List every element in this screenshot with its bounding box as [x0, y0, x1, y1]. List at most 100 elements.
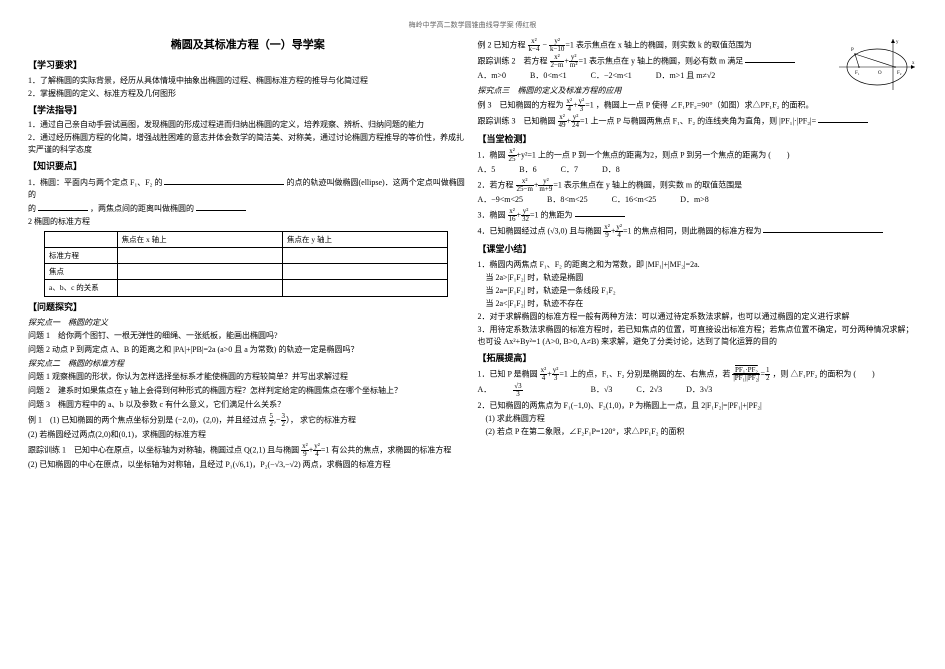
- table-row: 焦点: [45, 264, 448, 280]
- frac-q2a: x²25−m: [516, 178, 534, 193]
- page-header: 梅岭中学高二数学圆锥曲线导学案 傅红根: [28, 20, 917, 31]
- text: 上的点，F₁、F₂ 分别是椭圆的左、右焦点，若: [570, 369, 730, 378]
- text: 3．椭圆: [478, 210, 506, 219]
- ext-2: 2．已知椭圆的两焦点为 F₁(−1,0)、F₂(1,0)，P 为椭圆上一点，且 …: [478, 400, 918, 412]
- text: ，则 △F₁PF₂ 的面积为 ( ): [772, 369, 874, 378]
- text: 求它的标准方程: [300, 415, 356, 424]
- text: 的焦距为: [541, 210, 573, 219]
- frac-q3a: x²16: [508, 208, 517, 223]
- test-q3: 3．椭圆 x²16+y²32=1 的焦距为: [478, 208, 918, 223]
- explore-2-title: 探究点二 椭圆的标准方程: [28, 358, 468, 370]
- blank-sum: [164, 176, 284, 185]
- text: 4．已知椭圆经过点 (√3,0) 且与椭圆: [478, 226, 602, 235]
- text: 有公共的焦点，求椭圆的标准方程: [331, 445, 451, 454]
- frac-half: 12: [765, 367, 771, 382]
- section-method: 学法指导: [28, 104, 468, 118]
- opt-b: B．0<m<1: [530, 70, 567, 82]
- frac-ex2b: y²k−10: [549, 38, 565, 53]
- test-q1: 1．椭圆 x²25+y²=1 上的一点 P 到一个焦点的距离为2，则点 P 到另…: [478, 148, 918, 163]
- opt-d: D．8: [602, 164, 620, 176]
- blank-q4: [763, 224, 883, 233]
- example-1: 例 1 (1) 已知椭圆的两个焦点坐标分别是 (−2,0)，(2,0)，并且经过…: [28, 413, 468, 428]
- ext-2-1: (1) 求此椭圆方程: [478, 413, 918, 425]
- table-row: a、b、c 的关系: [45, 280, 448, 296]
- opt-a: A．√33: [478, 383, 567, 398]
- opt-c: C．7: [561, 164, 578, 176]
- section-explore: 问题探究: [28, 301, 468, 315]
- opt-a: A．m>0: [478, 70, 507, 82]
- explore-1-title: 探究点一 椭圆的定义: [28, 317, 468, 329]
- frac-q2b: y²m+9: [538, 178, 553, 193]
- frac-ex2a: x²k−4: [528, 38, 541, 53]
- section-summary: 课堂小结: [478, 243, 918, 257]
- opt-a: A．−9<m<25: [478, 194, 524, 206]
- two-column-layout: 椭圆及其标准方程（一）导学案 学习要求 1．了解椭圆的实际背景，经历从具体情境中…: [28, 37, 917, 473]
- summary-2: 2．对于求解椭圆的标准方程一般有两种方法：可以通过待定系数法求解，也可以通过椭圆…: [478, 311, 918, 323]
- knowledge-1: 1．椭圆：平面内与两个定点 F₁、F₂ 的 的点的轨迹叫做椭圆(ellipse)…: [28, 176, 468, 201]
- text: 表示焦点在 x 轴上的椭圆，则实数 k 的取值范围为: [576, 40, 752, 49]
- example-1-2: (2) 若椭圆经过两点(2,0)和(0,1)，求椭圆的标准方程: [28, 429, 468, 441]
- text: 的: [28, 204, 36, 213]
- text: ，椭圆上一点 P 使得 ∠F₁PF₂=90°（如图）求△PF₁F₂ 的面积。: [596, 100, 814, 109]
- ext-1: 1．已知 P 是椭圆 x²4+y²3=1 上的点，F₁、F₂ 分别是椭圆的左、右…: [478, 367, 918, 382]
- example-3: 例 3 已知椭圆的方程为 x²4+y²3=1 ，椭圆上一点 P 使得 ∠F₁PF…: [478, 98, 918, 113]
- doc-title: 椭圆及其标准方程（一）导学案: [28, 37, 468, 54]
- table-row: 焦点在 x 轴上 焦点在 y 轴上: [45, 231, 448, 247]
- req-2: 2．掌握椭圆的定义、标准方程及几何图形: [28, 88, 468, 100]
- row-focus: 焦点: [45, 264, 118, 280]
- text: 例 2 已知方程: [478, 40, 526, 49]
- row-abc: a、b、c 的关系: [45, 280, 118, 296]
- blank-focus: [38, 202, 88, 211]
- text: 2．若方程: [478, 180, 514, 189]
- frac-q3b: y²32: [521, 208, 530, 223]
- knowledge-1b: 的 ，两焦点间的距离叫做椭圆的: [28, 202, 468, 215]
- opt-d: D．m>1 且 m≠√2: [656, 70, 716, 82]
- frac-tr3a: x²49: [558, 114, 567, 129]
- text: 1．已知 P 是椭圆: [478, 369, 538, 378]
- text: 跟踪训练 1 已知中心在原点，以坐标轴为对称轴，椭圆过点 Q(2,1) 且与椭圆: [28, 445, 299, 454]
- track-3: 跟踪训练 3 已知椭圆 x²49+y²24=1 上一点 P 与椭圆两焦点 F₁、…: [478, 114, 918, 129]
- text: 跟踪训练 2 若方程: [478, 56, 548, 65]
- section-test: 当堂检测: [478, 133, 918, 147]
- svg-text:x: x: [912, 61, 915, 66]
- row-eq: 标准方程: [45, 247, 118, 263]
- opt-b: B．8<m<25: [547, 194, 588, 206]
- frac-q4a: x²9: [603, 224, 611, 239]
- blank-q3: [575, 208, 625, 217]
- knowledge-2: 2 椭圆的标准方程: [28, 216, 468, 228]
- frac-eq: x²9: [301, 443, 309, 458]
- opt-c: C．2√3: [636, 384, 662, 396]
- blank-tr3: [818, 114, 868, 123]
- q2-2: 问题 2 建系时如果焦点在 y 轴上会得到何种形式的椭圆方程？怎样判定给定的椭圆…: [28, 385, 468, 397]
- text: 表示焦点在 y 轴上的椭圆，则必有数 m 满足: [589, 56, 743, 65]
- opt-a: A．5: [478, 164, 496, 176]
- q1-1: 问题 1 给你两个图钉、一根无弹性的细绳、一张纸板，能画出椭圆吗?: [28, 330, 468, 342]
- summary-3: 3．用待定系数法求椭圆的标准方程时，若已知焦点的位置，可直接设出标准方程；若焦点…: [478, 324, 918, 348]
- text: ，两焦点间的距离叫做椭圆的: [90, 204, 194, 213]
- text: 例 3 已知椭圆的方程为: [478, 100, 564, 109]
- opt-c: C．16<m<25: [612, 194, 657, 206]
- standard-equation-table: 焦点在 x 轴上 焦点在 y 轴上 标准方程 焦点 a、b、c 的关系: [44, 231, 448, 297]
- svg-text:y: y: [896, 40, 899, 45]
- text: 上一点 P 与椭圆两焦点 F₁、F₂ 的连线夹角为直角，则 |PF₁|·|PF₂…: [591, 116, 817, 125]
- opt-c: C．−2<m<1: [591, 70, 632, 82]
- method-2: 2．通过经历椭圆方程的化简，增强战胜困难的意志并体会数学的简洁美、对称美，通过讨…: [28, 132, 468, 156]
- text: 跟踪训练 3 已知椭圆: [478, 116, 556, 125]
- example-1c: (2) 已知椭圆的中心在原点，以坐标轴为对称轴，且经过 P₁(√6,1)，P₂(…: [28, 459, 468, 471]
- text: 1．椭圆：平面内与两个定点 F₁、F₂ 的: [28, 178, 162, 187]
- left-column: 椭圆及其标准方程（一）导学案 学习要求 1．了解椭圆的实际背景，经历从具体情境中…: [28, 37, 468, 473]
- table-row: 标准方程: [45, 247, 448, 263]
- section-learning-req: 学习要求: [28, 59, 468, 73]
- frac-tr2a: x²2−m: [550, 54, 565, 69]
- col-x-axis: 焦点在 x 轴上: [117, 231, 282, 247]
- svg-text:F₂: F₂: [897, 71, 902, 76]
- text: 表示焦点在 y 轴上的椭圆，则实数 m 的取值范围是: [564, 180, 742, 189]
- frac-3-2: 32: [281, 413, 287, 428]
- frac-tr2b: y²m²: [569, 54, 579, 69]
- frac-sqrt3-3: √33: [513, 383, 544, 398]
- frac-eq2: y²4: [313, 443, 321, 458]
- section-knowledge: 知识要点: [28, 160, 468, 174]
- blank-tr2: [745, 54, 795, 63]
- svg-text:O: O: [878, 71, 882, 76]
- text: 1．椭圆: [478, 150, 506, 159]
